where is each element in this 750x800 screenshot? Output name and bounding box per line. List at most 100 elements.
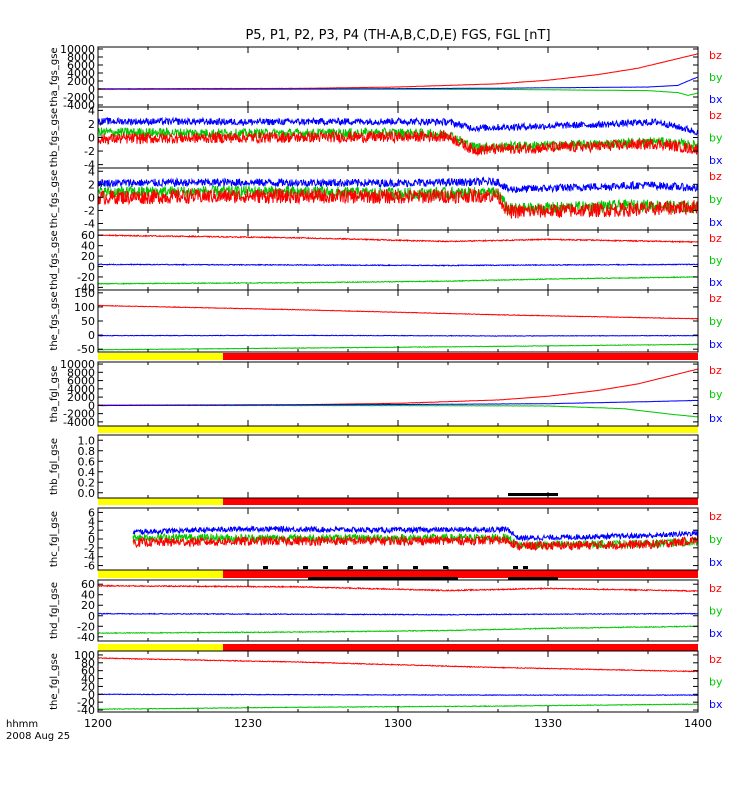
thd_fgl_gse-ylabel: thd_fgl_gse	[49, 582, 60, 639]
legend-bz: bz	[709, 170, 722, 183]
black-marks-1	[508, 493, 558, 496]
y-tick-label: 4	[88, 515, 95, 528]
thb_fgl_gse-frame	[97, 434, 699, 499]
date-label: 2008 Aug 25	[6, 731, 71, 742]
tha_fgl_gse-frame	[97, 361, 699, 427]
legend-bx: bx	[709, 216, 723, 229]
tha_fgl_gse-by-line	[98, 404, 698, 418]
tha_fgs_gse-bz-line	[97, 53, 698, 90]
legend-by: by	[709, 71, 723, 84]
black-mark-5	[363, 566, 368, 569]
x-tick-label: 1400	[684, 717, 712, 730]
thb_fgl_gse-ylabel: thb_fgl_gse	[49, 438, 60, 495]
status-bar-1	[98, 353, 698, 360]
panels-layer: 1000080006000400020000-2000-4000tha_fgs_…	[49, 43, 723, 717]
legend-by: by	[709, 315, 723, 328]
black-mark-4	[348, 566, 353, 569]
the_fgs_gse-frame	[97, 289, 699, 353]
status-bar-3-segment-1	[98, 498, 223, 505]
black-marks-3	[308, 577, 558, 580]
y-tick-label: 60	[81, 229, 95, 242]
y-tick-label: -40	[77, 281, 95, 294]
thd_fgs_gse-frame	[97, 229, 699, 291]
y-tick-label: 0	[88, 329, 95, 342]
the_fgs_gse-bx-line	[97, 334, 699, 337]
x-tick-label: 1200	[84, 717, 112, 730]
legend-bz: bz	[709, 109, 722, 122]
y-tick-label: -2	[84, 145, 95, 158]
tha_fgs_gse-bx-line	[98, 76, 699, 90]
panel-thb_fgl_gse: 1.00.80.60.40.20.0 thb_fgl_gse	[49, 434, 699, 500]
thc_fgl_gse-bz-line	[132, 534, 699, 552]
y-tick-label: 2	[88, 524, 95, 537]
y-tick-label: -40	[77, 631, 95, 644]
y-tick-label: 0.6	[78, 455, 96, 468]
y-tick-label: 10000	[60, 358, 95, 371]
y-tick-label: -20	[77, 620, 95, 633]
y-tick-label: 0	[88, 261, 95, 274]
y-tick-label: 8000	[67, 366, 95, 379]
x-axis: 1200 1230 1300 1330 1400	[84, 717, 712, 730]
y-tick-label: 0	[88, 132, 95, 145]
y-tick-label: -40	[77, 704, 95, 717]
thc_fgl_gse-bx-line	[132, 525, 699, 542]
y-tick-label: 6000	[67, 59, 95, 72]
y-tick-label: 6000	[67, 375, 95, 388]
status-bar-1-segment-1	[98, 353, 223, 360]
panel-thb_fgs_gse: 420-2-4 thb_fgs_gse bz by bx	[49, 104, 723, 171]
panel-thc_fgs_gse: 420-2-4 thc_fgs_gse bz by bx	[49, 165, 723, 231]
y-tick-label: 0	[88, 688, 95, 701]
legend-by: by	[709, 533, 723, 546]
tha_fgs_gse-ylabel: tha_fgs_gse	[49, 47, 60, 106]
tha_fgs_gse-by-line	[98, 88, 699, 96]
y-tick-label: -4	[84, 159, 95, 172]
the_fgl_gse-ylabel: the_fgl_gse	[49, 653, 60, 710]
y-tick-label: 20	[81, 250, 95, 263]
y-tick-label: -6	[84, 560, 95, 573]
y-tick-label: 100	[74, 649, 95, 662]
y-tick-label: 2	[88, 178, 95, 191]
thc_fgs_gse-bz-line	[97, 187, 699, 219]
legend-bx: bx	[709, 154, 723, 167]
legend-bx: bx	[709, 556, 723, 569]
tha_fgs_gse-frame	[97, 46, 699, 108]
thb_fgs_gse-bz-line	[97, 129, 699, 157]
thd_fgs_gse-bx-line	[97, 263, 699, 267]
legend-bz: bz	[709, 292, 722, 305]
legend-bx: bx	[709, 627, 723, 640]
black-mark-10	[523, 566, 528, 569]
status-bar-4-segment-1	[98, 570, 223, 578]
black-marks-2	[263, 566, 528, 569]
y-tick-label: 60	[81, 578, 95, 591]
black-mark-9	[513, 566, 518, 569]
y-tick-label: 0	[88, 83, 95, 96]
y-tick-label: 2	[88, 118, 95, 131]
status-bar-3	[98, 498, 698, 505]
x-tick-label: 1300	[384, 717, 412, 730]
y-tick-label: 0.2	[78, 476, 96, 489]
thc_fgl_gse-ylabel: thc_fgl_gse	[49, 511, 60, 567]
thd_fgs_gse-bz-line	[97, 234, 699, 244]
y-tick-label: 6	[88, 506, 95, 519]
status-bar-2	[98, 426, 698, 433]
status-bar-3-segment-2	[223, 498, 698, 505]
legend-bz: bz	[709, 653, 722, 666]
y-tick-label: 40	[81, 673, 95, 686]
x-tick-label: 1330	[534, 717, 562, 730]
thd_fgl_gse-by-line	[98, 625, 699, 635]
legend-bz: bz	[709, 49, 722, 62]
black-mark-1	[263, 566, 268, 569]
black-mark-8	[443, 566, 448, 569]
black-mark-2	[508, 577, 558, 580]
tha_fgl_gse-ylabel: tha_fgl_gse	[49, 366, 60, 423]
y-tick-label: 0	[88, 533, 95, 546]
legend-bx: bx	[709, 698, 723, 711]
y-tick-label: 0	[88, 191, 95, 204]
y-tick-label: -20	[77, 271, 95, 284]
chart-title: P5, P1, P2, P3, P4 (TH-A,B,C,D,E) FGS, F…	[245, 28, 551, 43]
thd_fgs_gse-ylabel: thd_fgs_gse	[49, 230, 60, 289]
y-tick-label: 4	[88, 104, 95, 117]
status-bar-4	[98, 570, 698, 578]
